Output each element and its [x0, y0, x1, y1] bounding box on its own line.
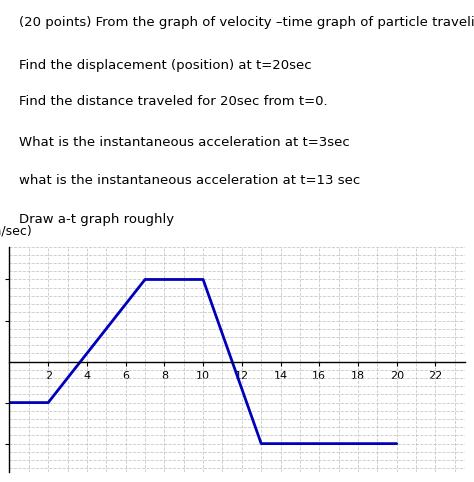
Text: What is the instantaneous acceleration at t=3sec: What is the instantaneous acceleration a…	[18, 136, 349, 149]
Text: (20 points) From the graph of velocity –time graph of particle traveling in x-ax: (20 points) From the graph of velocity –…	[18, 16, 474, 29]
Text: what is the instantaneous acceleration at t=13 sec: what is the instantaneous acceleration a…	[18, 174, 360, 187]
Y-axis label: v(m/sec): v(m/sec)	[0, 225, 32, 238]
Text: Draw a-t graph roughly: Draw a-t graph roughly	[18, 213, 173, 226]
Text: Find the displacement (position) at t=20sec: Find the displacement (position) at t=20…	[18, 59, 311, 72]
Text: Find the distance traveled for 20sec from t=0.: Find the distance traveled for 20sec fro…	[18, 95, 327, 108]
